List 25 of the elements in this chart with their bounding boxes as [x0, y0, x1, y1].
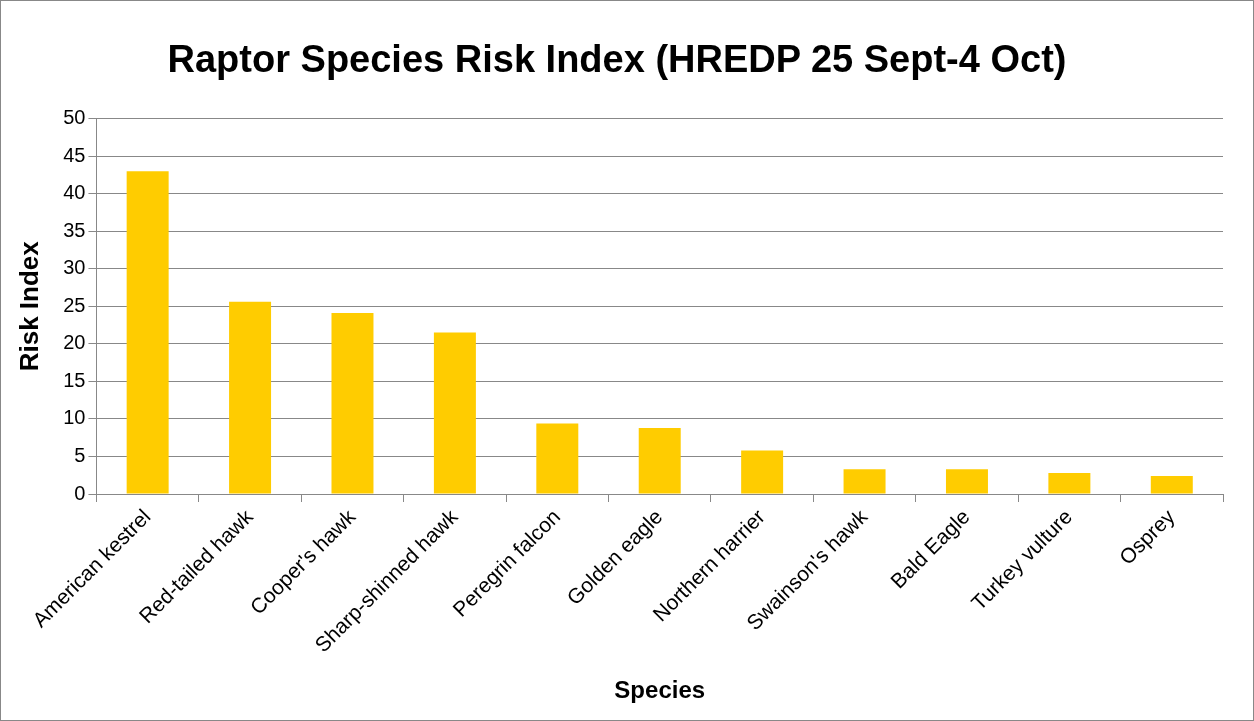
y-tick-label: 15: [63, 368, 86, 391]
bar: [741, 450, 784, 494]
bar: [433, 332, 476, 494]
bar: [843, 469, 886, 494]
y-tick-label: 50: [63, 106, 86, 129]
y-tick-label: 20: [63, 331, 86, 354]
y-tick-label: 10: [63, 406, 86, 429]
bar: [945, 469, 988, 494]
y-axis-title: Risk Index: [13, 240, 44, 372]
y-tick-label: 40: [63, 181, 86, 204]
bar: [126, 171, 169, 494]
bar: [638, 427, 681, 494]
y-tick-label: 5: [74, 443, 86, 466]
y-tick-label: 0: [74, 481, 86, 504]
bar: [229, 301, 272, 494]
y-tick-label: 25: [63, 293, 86, 316]
bar: [331, 313, 374, 494]
bar: [536, 423, 579, 494]
y-tick-label: 35: [63, 218, 86, 241]
x-axis-title: Species: [614, 676, 706, 704]
bar: [1048, 472, 1091, 494]
bar: [1150, 475, 1193, 494]
y-tick-label: 45: [63, 143, 86, 166]
chart-title: Raptor Species Risk Index (HREDP 25 Sept-4 Oct): [167, 38, 1067, 81]
y-tick-label: 30: [63, 256, 86, 279]
